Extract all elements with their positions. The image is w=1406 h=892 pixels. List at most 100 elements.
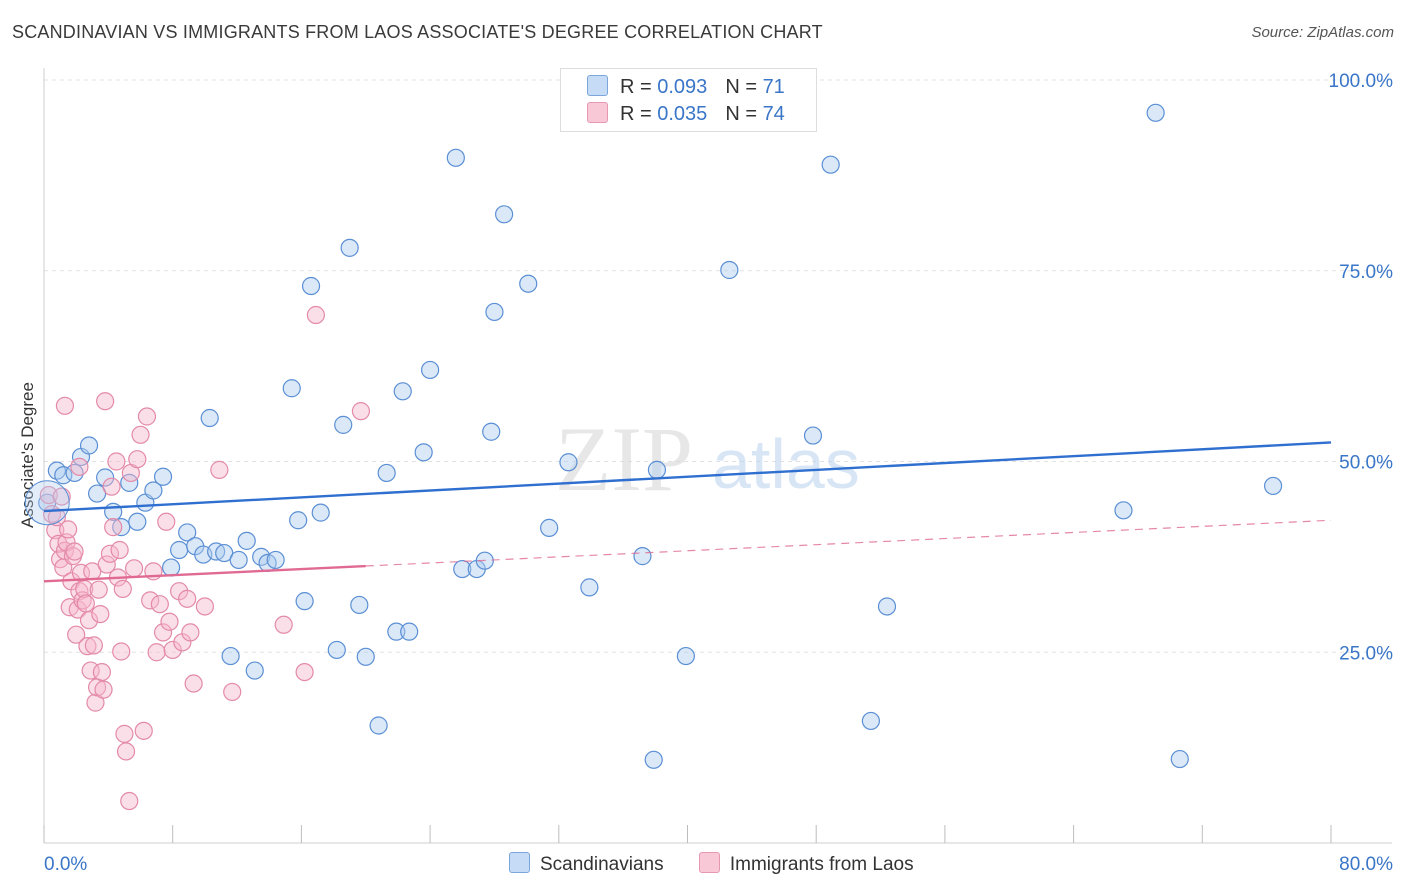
laos-point (102, 477, 121, 496)
laos-point (113, 579, 132, 599)
watermark-atlas: atlas (712, 425, 860, 503)
laos-point (65, 542, 84, 561)
laos-point (55, 396, 75, 415)
scandinavian-point (393, 382, 412, 401)
laos-point (153, 623, 173, 642)
scandinavian-point (821, 155, 840, 174)
laos-point (92, 662, 112, 682)
legend-n-label: N = (725, 103, 763, 125)
scandinavian-point (229, 550, 248, 570)
scandinavian-point (245, 661, 264, 680)
scandinavians-trendline (43, 441, 1332, 513)
scandinavian-point (414, 443, 433, 462)
laos-point (274, 615, 293, 634)
scandinavian-point (340, 238, 359, 257)
scandinavian-point (356, 647, 375, 666)
legend-swatch-laos (698, 852, 720, 873)
scandinavian-point (1146, 103, 1165, 122)
scandinavian-point (128, 512, 147, 531)
scandinavian-point (144, 481, 163, 500)
laos-point (97, 555, 116, 574)
scandinavian-point (87, 484, 107, 503)
laos-point (79, 611, 99, 630)
legend-label-scandinavians: Scandinavians (540, 854, 664, 875)
laos-point (89, 580, 108, 599)
legend-r-value: 0.035 (657, 103, 708, 125)
scandinavian-point (311, 503, 330, 522)
scandinavian-point (647, 460, 667, 479)
scandinavian-point (161, 558, 181, 577)
scandinavian-point (387, 622, 406, 641)
scandinavian-point (221, 646, 240, 666)
laos-point (91, 604, 110, 624)
scandinavian-point (1114, 501, 1133, 520)
scandinavian-point (861, 711, 880, 731)
scandinavian-point (877, 597, 897, 616)
scandinavian-point (289, 511, 308, 530)
laos-point (96, 392, 115, 411)
laos-point (78, 637, 97, 656)
laos-point (137, 407, 157, 426)
laos-point (104, 518, 123, 537)
laos-point (128, 450, 147, 469)
legend-swatch-scandinavians (587, 75, 608, 96)
scandinavian-point (485, 302, 504, 322)
laos-trendline-solid (43, 564, 366, 583)
grid-layer (44, 79, 1392, 653)
laos-point (47, 508, 66, 527)
scandinavian-point (282, 379, 301, 398)
legend-row-laos: R = 0.035 N = 74 (587, 102, 785, 126)
laos-point (141, 591, 160, 610)
scandinavian-point (400, 622, 419, 641)
y-tick-label: 25.0% (1339, 643, 1393, 664)
scandinavian-point (369, 716, 388, 735)
scandinavian-point (720, 260, 739, 280)
scandinavian-point (24, 480, 70, 526)
axis-layer (43, 68, 1392, 844)
legend-item-scandinavians[interactable]: Scandinavians (509, 852, 664, 876)
scandinavian-point (170, 540, 189, 560)
laos-point (163, 640, 182, 660)
scandinavian-point (633, 547, 652, 566)
laos-point (70, 457, 89, 476)
scandinavian-point (495, 205, 514, 224)
y-tick-label: 50.0% (1339, 453, 1393, 474)
scandinavian-point (1170, 749, 1189, 769)
scandinavian-point (96, 468, 115, 487)
legend-item-laos[interactable]: Immigrants from Laos (698, 852, 914, 876)
laos-point (223, 682, 242, 702)
watermark-zip: ZIP (555, 408, 693, 510)
laos-point (178, 589, 197, 608)
legend-n-value: 74 (762, 103, 785, 125)
scandinavian-point (301, 276, 321, 296)
y-tick-label: 75.0% (1339, 262, 1393, 283)
scandinavian-point (1263, 476, 1283, 496)
laos-point (195, 597, 214, 616)
watermark: ZIP atlas (555, 408, 860, 510)
laos-point (86, 693, 105, 712)
scandinavian-point (676, 646, 695, 666)
laos-trendline-dashed (365, 519, 1332, 567)
laos-point (107, 452, 126, 471)
scandinavian-point (334, 415, 353, 434)
scandinavian-point (237, 531, 256, 550)
laos-point (120, 791, 139, 811)
laos-point (100, 544, 120, 563)
scandinavian-point (482, 422, 501, 441)
laos-point (147, 643, 166, 662)
scandinavian-point (559, 453, 578, 472)
legend-r-value: 0.093 (657, 76, 708, 98)
laos-point (210, 460, 229, 479)
series-legend: Scandinavians Immigrants from Laos (509, 852, 944, 876)
scandinavian-point (153, 467, 173, 486)
points-layer (24, 103, 1283, 811)
scandinavian-point (580, 578, 599, 597)
laos-point (76, 594, 95, 613)
laos-point (157, 512, 176, 531)
laos-point (124, 559, 144, 578)
laos-point (116, 742, 136, 761)
laos-point (112, 642, 131, 661)
scandinavian-point (540, 518, 559, 537)
laos-point (181, 623, 200, 642)
